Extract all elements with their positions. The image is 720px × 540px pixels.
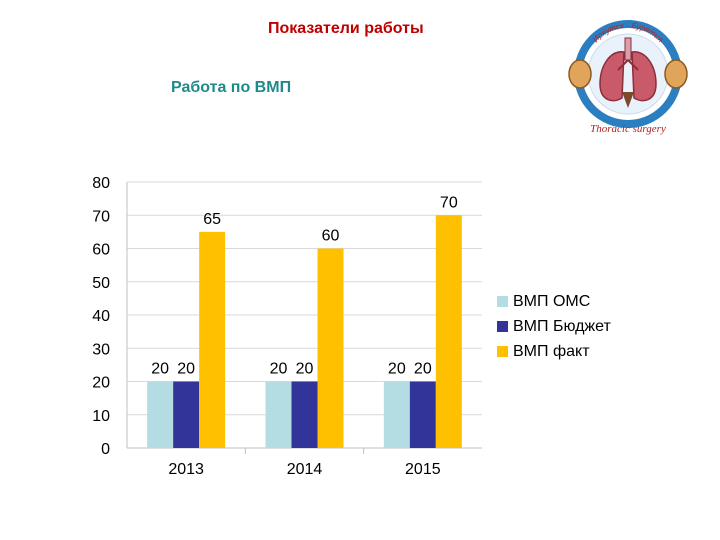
bar [435,215,462,448]
y-tick-label: 70 [92,208,110,225]
data-label: 70 [440,194,458,211]
data-label: 20 [414,361,432,378]
legend-item: ВМП ОМС [497,289,611,314]
legend-label: ВМП факт [513,342,590,360]
data-label: 20 [388,361,406,378]
y-tick-label: 40 [92,308,110,325]
data-label: 20 [270,361,288,378]
y-tick-label: 10 [92,408,110,425]
legend-swatch [497,346,508,357]
y-tick-label: 50 [92,275,110,292]
data-label: 20 [296,361,314,378]
slide-subtitle: Работа по ВМП [171,79,292,96]
chart-legend: ВМП ОМС ВМП Бюджет ВМП факт [497,289,611,364]
bar [147,381,174,448]
data-label: 20 [151,361,169,378]
bar [199,231,226,448]
bar [291,381,318,448]
legend-label: ВМП ОМС [513,292,591,310]
x-tick-label: 2013 [168,461,204,478]
y-tick-label: 0 [101,441,110,458]
legend-swatch [497,321,508,332]
bar [317,248,344,448]
y-tick-label: 20 [92,375,110,392]
data-label: 20 [177,361,195,378]
bar [173,381,200,448]
y-tick-label: 80 [92,175,110,192]
legend-swatch [497,296,508,307]
bar [383,381,410,448]
legend-item: ВМП Бюджет [497,314,611,339]
y-tick-label: 60 [92,242,110,259]
bar [409,381,436,448]
x-tick-label: 2015 [405,461,441,478]
thoracic-surgery-logo: Иркутск · Бурятия Thoracic surgery [568,20,688,135]
bar [265,381,292,448]
data-label: 65 [203,211,221,228]
x-tick-label: 2014 [287,461,323,478]
y-tick-label: 30 [92,341,110,358]
slide-title: Показатели работы [268,20,424,37]
data-label: 60 [322,228,340,245]
legend-label: ВМП Бюджет [513,317,611,335]
logo-bottom-text: Thoracic surgery [590,123,666,135]
legend-item: ВМП факт [497,339,611,364]
